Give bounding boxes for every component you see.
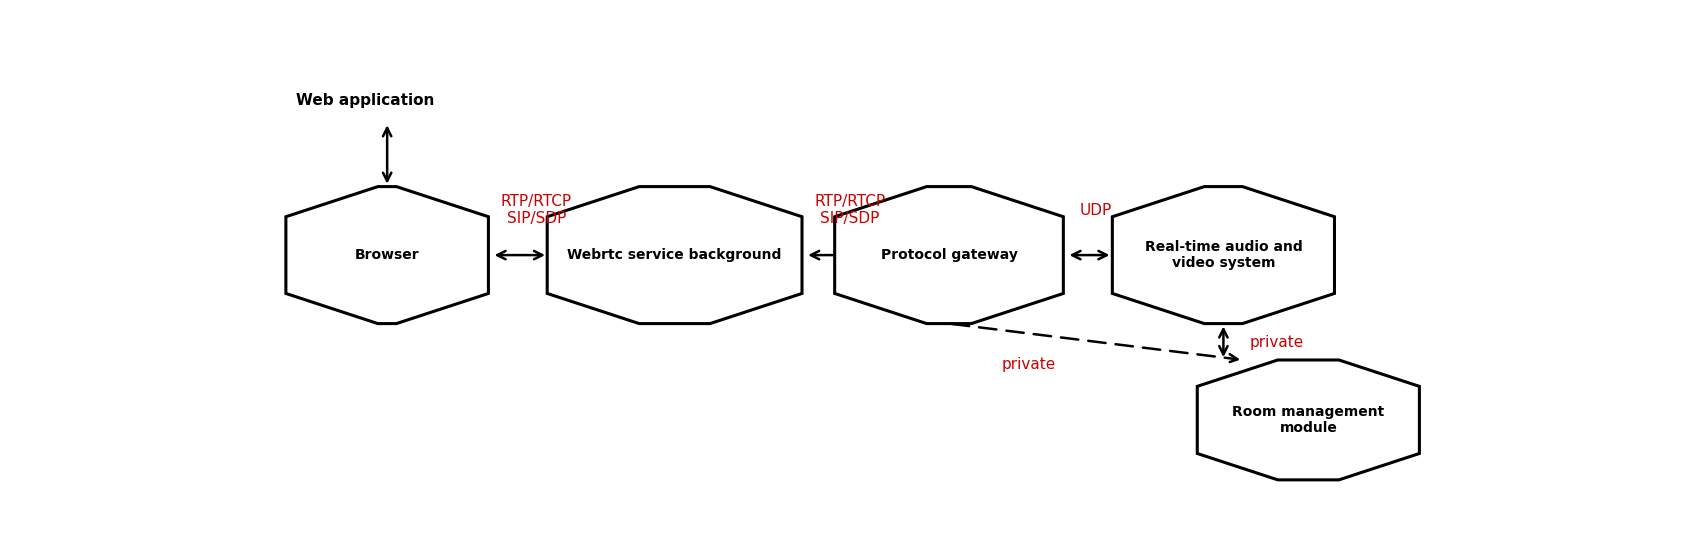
Text: RTP/RTCP
SIP/SDP: RTP/RTCP SIP/SDP [814, 194, 885, 226]
Text: RTP/RTCP
SIP/SDP: RTP/RTCP SIP/SDP [501, 194, 572, 226]
Polygon shape [1197, 360, 1420, 480]
Text: Webrtc service background: Webrtc service background [568, 248, 782, 262]
Polygon shape [835, 187, 1064, 324]
Text: private: private [1001, 357, 1055, 372]
Text: Real-time audio and
video system: Real-time audio and video system [1145, 240, 1302, 270]
Text: Room management
module: Room management module [1232, 405, 1384, 435]
Text: Browser: Browser [354, 248, 420, 262]
Polygon shape [1113, 187, 1335, 324]
Text: Web application: Web application [295, 93, 433, 108]
Text: UDP: UDP [1079, 202, 1113, 217]
Text: Protocol gateway: Protocol gateway [880, 248, 1017, 262]
Polygon shape [287, 187, 489, 324]
Polygon shape [548, 187, 803, 324]
Text: private: private [1249, 335, 1303, 350]
